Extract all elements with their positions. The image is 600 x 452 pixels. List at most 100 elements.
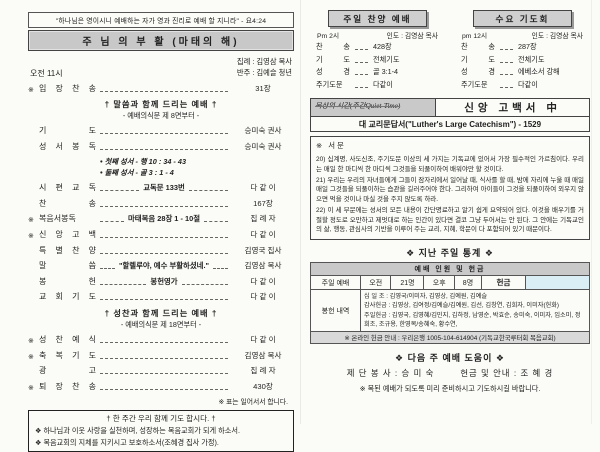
order-value: 31장 (255, 83, 271, 93)
order-label: 복음서봉독 (39, 214, 76, 224)
order-row: 교 회 기 도 다 같 이 (28, 291, 294, 302)
order-value: 167장 (253, 198, 273, 208)
order-value: 승미숙 권사 (244, 142, 282, 152)
order-label: 퇴 장 찬 송 (39, 381, 96, 391)
row-label: 기 도 (316, 54, 350, 64)
wednesday-info: pm 12시 인도 : 김영삼 목사 (462, 30, 583, 40)
service-row: 기 도 전체기도 (461, 55, 584, 65)
leader-dashes (204, 221, 228, 223)
order-value: 집 례 자 (250, 214, 276, 224)
leader-dashes (100, 373, 228, 375)
catechism-paragraph: 21) 우리는 우리의 자녀들에게 그들이 잠자리에서 일어날 때, 식사를 할… (316, 176, 584, 204)
attendance-row: 주일 예배 오전 21명 오후 8명 헌금 (310, 275, 590, 290)
order-row: ※ 입 장 찬 송 31장 (28, 83, 294, 94)
sunday-praise-info: Pm 2시 인도 : 김영삼 목사 (317, 30, 438, 40)
order-value: 다 같 이 (250, 292, 276, 302)
leader-dashes (100, 221, 124, 223)
service-row: 찬 송 287장 (461, 42, 584, 52)
order-label: 성 서 봉 독 (39, 142, 96, 152)
order-label: 입 장 찬 송 (39, 83, 96, 93)
order-row: ※ 축 복 기 도 김영삼 목사 (28, 350, 294, 361)
order-row: 말 씀 "할렐루야, 예수 부활하셨네." 김영삼 목사 (28, 260, 294, 271)
row-value: 428장 (373, 42, 392, 51)
thanks-offering-line: 감사헌금 : 김영상, 김여정/김예슬/김예원, 김선, 김창연, 김희자, 이… (364, 302, 559, 310)
leader-dashes (355, 49, 368, 50)
catechism-title: 대 교리문답서("Luther's Large Catechism") - 15… (358, 119, 542, 129)
service-row: 찬 송 428장 (316, 42, 439, 52)
order-detail: 마태복음 28장 1 - 10절 (127, 214, 201, 224)
leader-dashes (500, 86, 513, 88)
section-communion-title: † 성찬과 함께 드리는 예배 † (104, 309, 218, 318)
sunday-praise-service: 주일 찬양 예배 Pm 2시 인도 : 김영삼 목사 찬 송 428장 기 도 … (316, 10, 439, 92)
order-value: 다 같 이 (250, 183, 276, 193)
next-week-servers: 제 단 봉 사 : 승 미 숙 헌금 및 안내 : 조 혜 경 (310, 367, 590, 379)
stand-mark: ※ (28, 86, 34, 94)
next-week-heading: ❖ 다음 주 예배 도움이 ❖ (395, 353, 505, 364)
leader-dashes (355, 86, 368, 88)
order-label: 말 씀 (39, 261, 96, 271)
stats-table: 예배 인원 및 헌금 주일 예배 오전 21명 오후 8명 헌금 봉헌 내역 십… (310, 262, 590, 345)
row-value: 전체기도 (373, 54, 400, 64)
stats-table-title: 예배 인원 및 헌금 (310, 262, 590, 276)
order-detail: 교독문 133번 (143, 183, 185, 193)
wednesday-prayer-meeting: 수요 기도회 pm 12시 인도 : 김영삼 목사 찬 송 287장 기 도 전… (461, 10, 584, 92)
officiant-line: 집례 : 김영삼 목사 (236, 57, 292, 66)
accompanist-line: 반주 : 김예슬 청년 (236, 67, 292, 77)
morning-count: 21명 (390, 275, 425, 290)
leader-dashes (100, 149, 228, 151)
confession-header-box: 묵상의 시간(주간Quiet-Time) 신앙 고백서 中 대 교리문답서("L… (310, 98, 590, 132)
order-label: 기 도 (39, 126, 96, 136)
order-label: 축 복 기 도 (39, 350, 96, 360)
standing-note: ※ 표는 일어서서 합니다. (218, 399, 288, 407)
row-value: 287장 (518, 42, 537, 51)
stats-heading: ❖ 지난 주일 통계 ❖ (406, 248, 494, 258)
bulletin-right-page: 주일 찬양 예배 Pm 2시 인도 : 김영삼 목사 찬 송 428장 기 도 … (310, 10, 590, 394)
row-label: 성 경 (461, 67, 495, 76)
page-fold-line (300, 0, 301, 424)
section-word-title: † 말씀과 함께 드리는 예배 † (104, 100, 218, 110)
stand-mark: ※ (28, 233, 34, 241)
offering-detail-cell: 십 일 조 : 김영국/이미자, 김영상, 김예원, 김예슬 감사헌금 : 김영… (360, 288, 590, 333)
service-leader: 인도 : 김영삼 목사 (386, 33, 438, 40)
order-value: 집 례 자 (250, 366, 276, 376)
row-value: 다같이 (373, 79, 393, 89)
row-value: 에베소서 강해 (518, 67, 560, 76)
order-row: 광 고 집 례 자 (28, 365, 294, 376)
order-row: ※ 신 앙 고 백 다 같 이 (28, 229, 294, 240)
order-row: 성 서 봉 독 승미숙 권사 (28, 141, 294, 152)
order-label: 특 별 찬 양 (39, 245, 96, 255)
sunday-praise-title: 주일 찬양 예배 (328, 10, 427, 27)
order-label: 시 편 교 독 (39, 183, 96, 193)
online-offering-row: ※ 온라인 헌금 안내 : 우리은행 1005-104-614904 (기독교한… (310, 331, 590, 345)
order-row: ※ 퇴 장 찬 송 430장 (28, 381, 294, 392)
leader-dashes (181, 283, 229, 285)
morning-label: 오전 (359, 275, 392, 290)
leader-dashes (500, 49, 513, 50)
weekly-prayer-box: † 한 주간 우리 함께 기도 합시다. † ❖ 하나님과 이웃 사랑을 실천하… (28, 410, 294, 452)
leader-dashes (213, 268, 228, 270)
leader-dashes (100, 90, 228, 92)
scripture-readings: • 첫째 성서 - 행 10 : 34 - 43 • 둘째 성서 - 골 3 :… (100, 156, 294, 179)
order-value: 다 같 이 (250, 335, 276, 344)
order-row: 기 도 승미숙 권사 (28, 125, 294, 136)
preface-label: ※ 서문 (316, 141, 346, 150)
service-time: 오전 11시 (30, 68, 63, 78)
service-time: Pm 2시 (317, 33, 340, 40)
leader-dashes (100, 252, 228, 254)
service-time: pm 12시 (462, 33, 488, 40)
service-info-row: 오전 11시 집례 : 김영삼 목사 반주 : 김예슬 청년 (30, 57, 292, 79)
sermon-title: "할렐루야, 예수 부활하셨네." (118, 261, 210, 271)
scan-edge-line (591, 0, 592, 424)
secondary-services: 주일 찬양 예배 Pm 2시 인도 : 김영삼 목사 찬 송 428장 기 도 … (310, 10, 590, 92)
order-value: 430장 (253, 381, 273, 391)
order-value: 김영국 집사 (244, 245, 282, 255)
order-detail: 봉헌영가 (150, 276, 178, 286)
row-label: 찬 송 (316, 42, 350, 51)
row-value: 골 3:1-4 (373, 67, 398, 76)
order-label: 봉 헌 (39, 276, 96, 286)
first-reading: • 첫째 성서 - 행 10 : 34 - 43 (100, 156, 187, 166)
leader-dashes (100, 133, 228, 135)
prayer-item: ❖ 하나님과 이웃 사랑을 실천하며, 성장하는 복음교회가 되게 하소서. (35, 426, 240, 436)
leader-dashes (100, 205, 228, 207)
quiet-time-label: 묵상의 시간(주간Quiet-Time) (311, 99, 437, 116)
